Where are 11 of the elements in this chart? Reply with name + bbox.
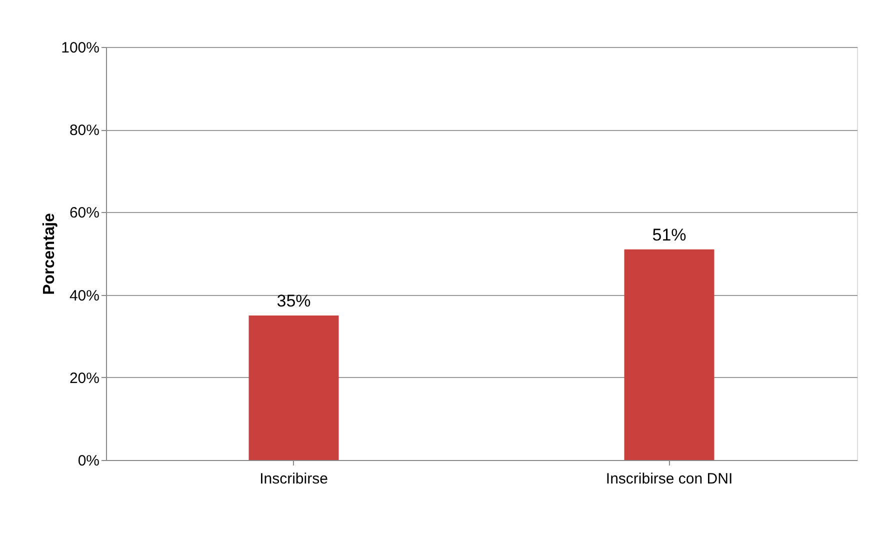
x-tick-label: Inscribirse bbox=[260, 470, 328, 488]
y-tick-label: 60% bbox=[69, 204, 100, 222]
data-label: 51% bbox=[652, 225, 686, 244]
y-tick-label: 100% bbox=[61, 40, 100, 56]
y-axis-title: Porcentaje bbox=[41, 212, 58, 295]
data-label: 35% bbox=[276, 291, 311, 310]
y-tick-label: 80% bbox=[69, 122, 100, 140]
y-tick-label: 40% bbox=[69, 287, 100, 304]
y-tick-label: 0% bbox=[78, 452, 100, 470]
y-tick-label: 20% bbox=[69, 370, 100, 387]
x-tick-label: Inscribirse con DNI bbox=[606, 470, 733, 488]
